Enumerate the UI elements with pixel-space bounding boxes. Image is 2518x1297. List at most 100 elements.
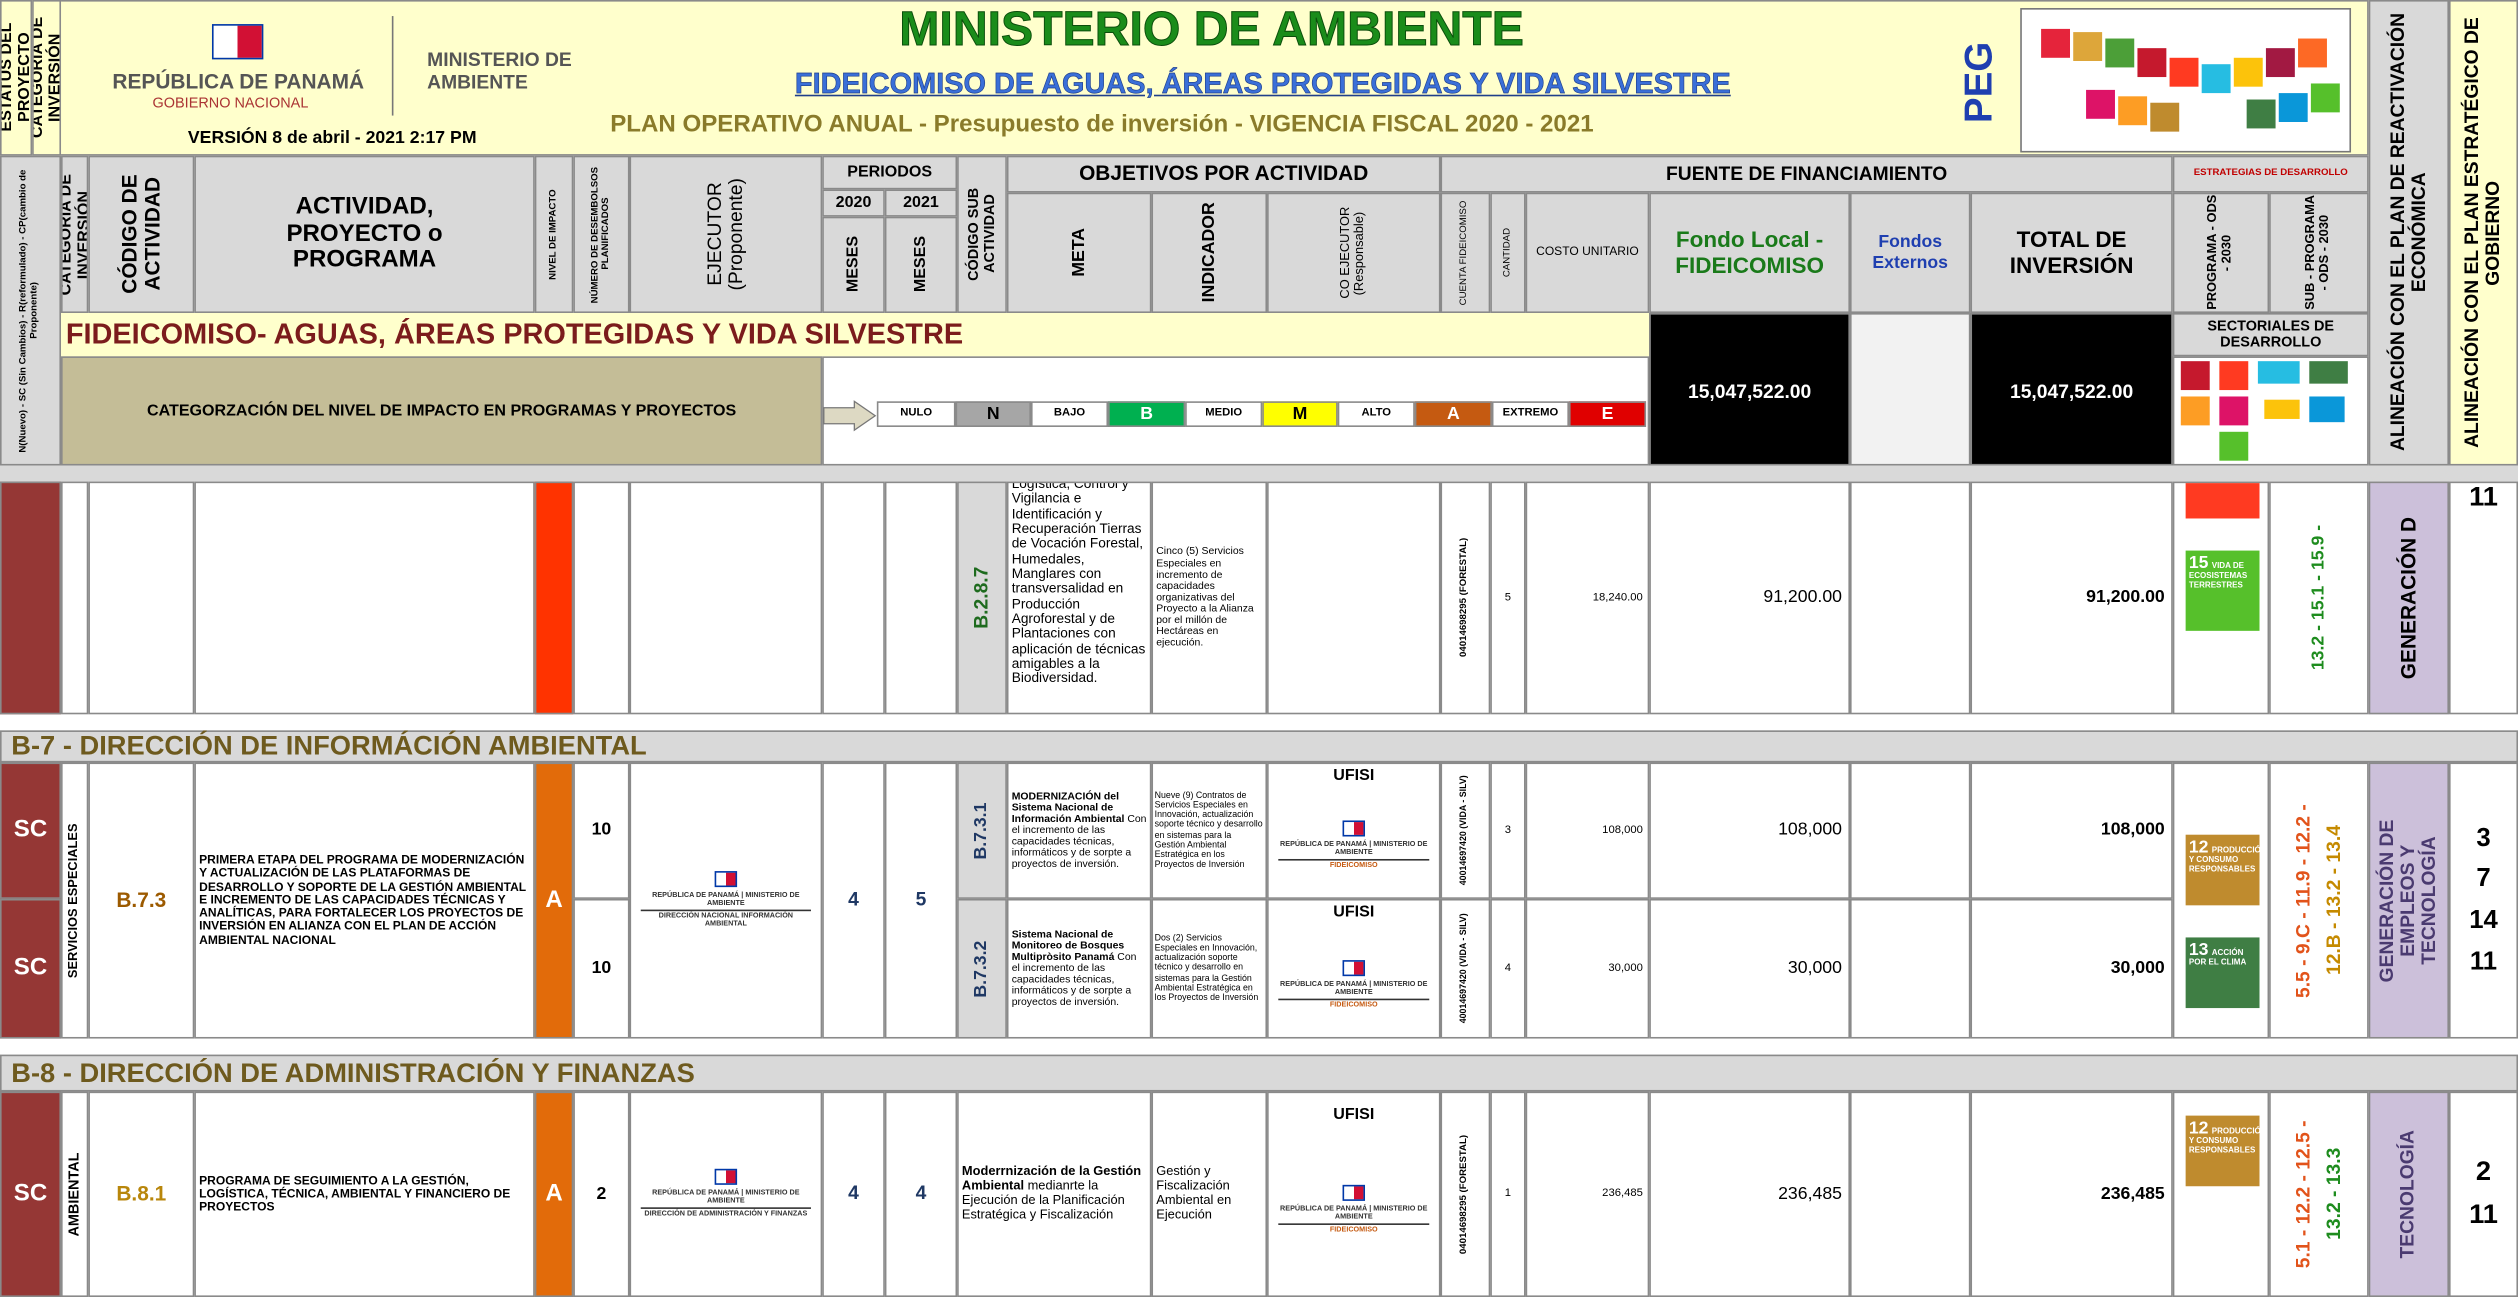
flag (714, 1168, 738, 1185)
category-cell: SERVICIOS ESPECIALES (61, 762, 89, 1039)
cell (1849, 898, 1971, 1039)
arrow-shape (823, 400, 877, 432)
status: SC (13, 1179, 48, 1207)
level-code: A (1446, 404, 1460, 424)
cuenta: 04014698295 (FORESTAL) (1460, 1134, 1470, 1254)
fondo-cell: 108,000 (1649, 762, 1850, 899)
ods-tile (2041, 28, 2071, 58)
meta: MODERNIZACIÓN del Sistema Nacional de In… (1012, 791, 1147, 871)
ods-tile (2278, 93, 2308, 122)
header-cell: ACTIVIDAD, PROYECTO o PROGRAMA (194, 155, 535, 314)
level-name-cell: BAJO (1030, 401, 1109, 427)
activity-cell: PROGRAMA DE SEGUIMIENTO A LA GESTIÓN, LO… (194, 1091, 535, 1297)
subprograma: 13.2 - 13.3 (2322, 1148, 2345, 1241)
ods-icon: 13 ACCIÓN POR EL CLIMA (2185, 937, 2260, 1009)
republic: REPÚBLICA DE PANAMÁ (652, 1187, 740, 1196)
ods-tile (2310, 83, 2340, 113)
cell (1849, 762, 1971, 899)
costo-cell: 18,240.00 (1525, 481, 1650, 715)
header-cell: Fondo Local - FIDEICOMISO (1649, 192, 1850, 314)
ods-tile (2201, 64, 2231, 94)
plan-label: ALINEACIÓN CON EL PLAN ESTRATÉGICO DE GO… (2460, 17, 2505, 449)
indicador-cell: Cinco (5) Servicios Especiales en increm… (1151, 481, 1268, 715)
cantidad-cell: 5 (1490, 481, 1526, 715)
sectoriales-cell: SECTORIALES DE DESARROLLO (2172, 313, 2369, 357)
column-label: SUB - PROGRAMA - ODS - 2030 (2303, 195, 2332, 311)
total: 30,000 (2110, 959, 2165, 979)
cell (822, 481, 885, 715)
status-label-cell: ESTATUS DEL PROYECTO (0, 0, 33, 156)
column-label: 2020 (835, 194, 872, 212)
plan: 11 (2469, 1199, 2498, 1230)
plan: 3 (2476, 824, 2491, 853)
fondo-local: 91,200.00 (1763, 588, 1842, 608)
fondo-cell: 236,485 (1649, 1091, 1850, 1297)
co-cell: UFISI REPÚBLICA DE PANAMÁ | MINISTERIO DE… (1267, 1091, 1441, 1297)
header-band (0, 0, 2369, 156)
column-label: NÚMERO DE DESEMBOLSOS PLANIFICADOS (590, 166, 612, 303)
ods-tile (2137, 48, 2167, 78)
divider (391, 16, 394, 116)
ministry: MINISTERIO DE AMBIENTE (1334, 840, 1428, 857)
meta-rest: Con el incremento de las capacidades téc… (1011, 951, 1137, 1009)
external-total-cell (1849, 313, 1971, 466)
ods-tile (2233, 57, 2263, 87)
cantidad: 4 (1504, 962, 1512, 974)
cantidad-cell: 4 (1490, 898, 1526, 1039)
ministry: MINISTERIO DE AMBIENTE (1334, 1204, 1428, 1221)
ods-icon: 12 PRODUCCIÓN Y CONSUMO RESPONSABLES (2185, 1115, 2267, 1187)
ods-number: 12 (2188, 837, 2209, 858)
fondo-local: 236,485 (1778, 1184, 1842, 1204)
subtitle: FIDEICOMISO DE AGUAS, ÁREAS PROTEGIDAS Y… (794, 67, 1731, 100)
cell (1849, 481, 1971, 715)
level-code: B (1140, 404, 1153, 424)
desembolsos: 2 (596, 1184, 607, 1204)
subcode-cell: B.7.3.1 (957, 762, 1007, 899)
status-cell: SC (0, 898, 62, 1039)
reactivation-cell: GENERACIÓN DE EMPLEOS Y TECNOLOGÍA (2368, 762, 2449, 1039)
level-name-cell: EXTREMO (1491, 401, 1569, 427)
plan: 11 (2469, 948, 2498, 976)
meta-cell: Moderrnización de la Gestión Ambiental m… (957, 1091, 1152, 1297)
column-label: MESES (912, 236, 930, 293)
executor-cell: REPÚBLICA DE PANAMÁ | MINISTERIO DE AMBI… (629, 1091, 823, 1297)
ods-name: PRODUCCIÓN Y CONSUMO RESPONSABLES (2188, 845, 2267, 875)
total-cell: 15,047,522.00 (1649, 313, 1850, 466)
total-inversion: 15,047,522.00 (2009, 380, 2134, 403)
plan-header: ALINEACIÓN CON EL PLAN ESTRATÉGICO DE GO… (2448, 0, 2518, 466)
co-logo: REPÚBLICA DE PANAMÁ | MINISTERIO DE AMBI… (1278, 1184, 1430, 1236)
ministry: MINISTERIO DE AMBIENTE (706, 1187, 800, 1204)
level-code-cell: N (955, 401, 1031, 427)
header-cell: TOTAL DE INVERSIÓN (1970, 192, 2173, 314)
cuenta-cell: 40014697420 (VIDA - SILV) (1440, 898, 1491, 1039)
subprograma: 5.1 - 12.2 - 12.5 - (2291, 1120, 2314, 1269)
column-label: Fondo Local - FIDEICOMISO (1675, 226, 1824, 277)
reactivation-label: ALINEACIÓN CON EL PLAN DE REACTIVACIÓN E… (2386, 13, 2430, 452)
column-label: CATEGORÍA DE INVERSIÓN (61, 173, 89, 296)
column-label: TOTAL DE INVERSIÓN (2009, 226, 2134, 277)
ods-cell: 15 VIDA DE ECOSISTEMAS TERRESTRES (2172, 481, 2270, 715)
ods-icon: 15 VIDA DE ECOSISTEMAS TERRESTRES (2185, 550, 2260, 631)
reactivation-cell: GENERACIÓN D (2368, 481, 2449, 715)
header-cell: CATEGORÍA DE INVERSIÓN (61, 155, 89, 314)
activity: PROGRAMA DE SEGUIMIENTO A LA GESTIÓN, LO… (199, 1172, 511, 1214)
title: MINISTERIO DE AMBIENTE (899, 3, 1525, 57)
level-code: E (1601, 404, 1614, 424)
status: SC (13, 815, 48, 844)
co-cell: UFISI REPÚBLICA DE PANAMÁ | MINISTERIO DE… (1267, 762, 1441, 899)
column-label: FUENTE DE FINANCIAMIENTO (1666, 161, 1948, 185)
ods-tile (2073, 32, 2103, 61)
fideicomiso-title: FIDEICOMISO- AGUAS, ÁREAS PROTEGIDAS Y V… (65, 317, 964, 350)
months-cell: 5 (884, 762, 958, 1039)
total-cell: 236,485 (1970, 1091, 2173, 1297)
header-cell: CO EJECUTOR (Responsable) (1267, 192, 1441, 314)
months-2020: 4 (848, 1182, 859, 1205)
ods-name: ACCIÓN POR EL CLIMA (2188, 948, 2247, 969)
months-2021: 5 (915, 888, 927, 911)
version: VERSIÓN 8 de abril - 2021 2:17 PM (187, 128, 477, 148)
categorization: CATEGORZACIÓN DEL NIVEL DE IMPACTO EN PR… (147, 402, 737, 420)
level-name-cell: ALTO (1337, 401, 1415, 427)
indicador: Gestión y Fiscalización Ambiental en Eje… (1156, 1164, 1232, 1222)
flag (1342, 821, 1366, 838)
